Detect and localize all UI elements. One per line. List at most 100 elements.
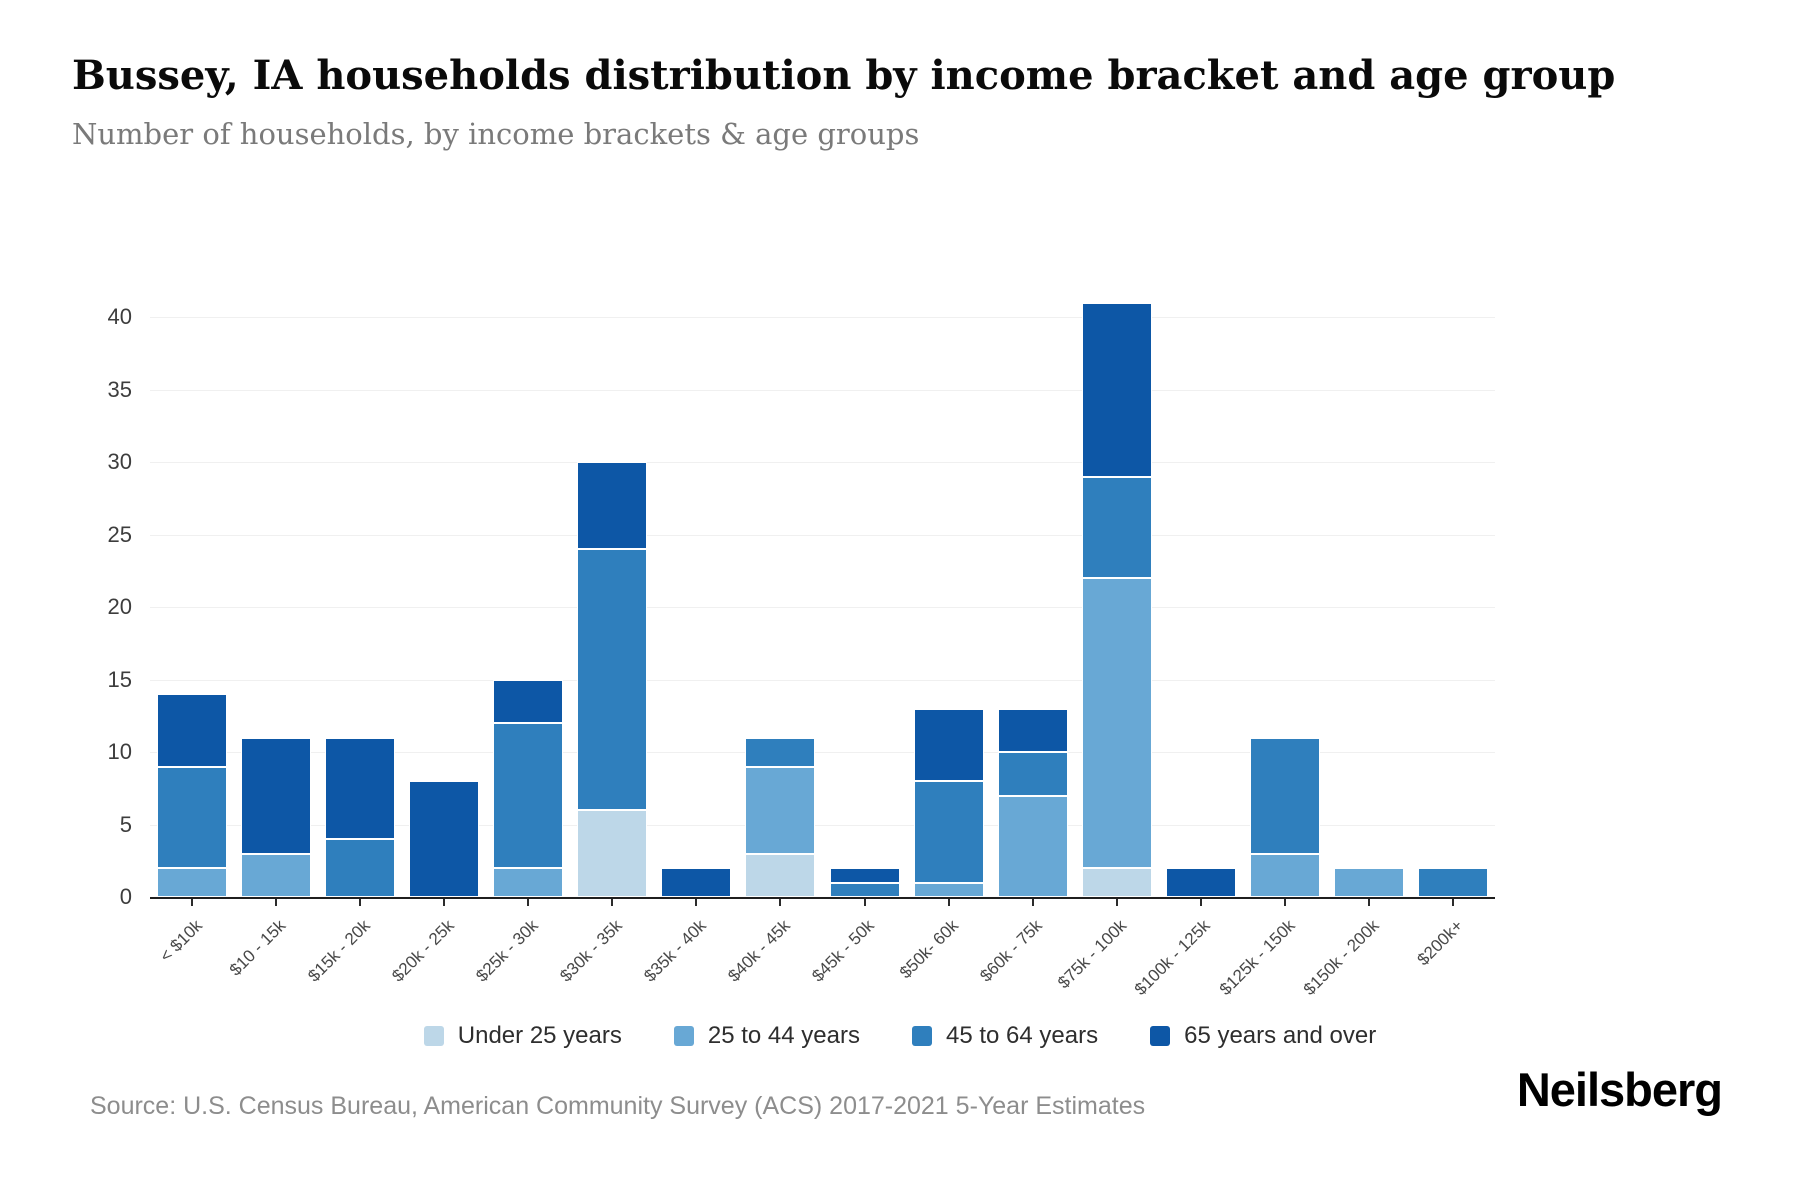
chart-header: Bussey, IA households distribution by in… (72, 52, 1615, 151)
bar-segment-$10 - 15k-65 years and over[interactable] (241, 737, 312, 854)
bar-segment-$25k - 30k-45 to 64 years[interactable] (493, 723, 564, 869)
legend-label: 45 to 64 years (945, 1022, 1099, 1049)
bar-segment-$50k- 60k-45 to 64 years[interactable] (913, 781, 984, 883)
x-tick-label: $125k - 150k (1215, 916, 1299, 999)
x-tick (191, 899, 194, 906)
x-tick-label: $40k - 45k (724, 916, 794, 986)
bar-segment-$45k - 50k-45 to 64 years[interactable] (829, 882, 900, 897)
y-tick-label: 25 (107, 521, 132, 547)
bar-segment-$30k - 35k-45 to 64 years[interactable] (577, 549, 648, 811)
x-tick (1199, 899, 1202, 906)
gridline (150, 317, 1495, 319)
x-tick (275, 899, 278, 906)
x-tick (1115, 899, 1118, 906)
gridline (150, 824, 1495, 826)
x-tick (611, 899, 614, 906)
legend-item-65 years and over[interactable]: 65 years and over (1150, 1022, 1376, 1050)
bar-segment-< $10k-65 years and over[interactable] (157, 694, 228, 767)
legend-swatch-icon (1150, 1026, 1171, 1046)
x-tick-label: $45k - 50k (808, 916, 878, 986)
x-tick (1451, 899, 1454, 906)
bar-segment-$75k - 100k-25 to 44 years[interactable] (1081, 578, 1152, 869)
bar-segment-$125k - 150k-25 to 44 years[interactable] (1249, 853, 1320, 897)
bar-segment-$50k- 60k-65 years and over[interactable] (913, 708, 984, 782)
legend-item-25 to 44 years[interactable]: 25 to 44 years (673, 1022, 860, 1050)
neilsberg-logo[interactable]: Neilsberg (1516, 1063, 1723, 1116)
x-tick (1283, 899, 1286, 906)
bar-segment-$40k - 45k-45 to 64 years[interactable] (745, 737, 816, 767)
chart-legend: Under 25 years 25 to 44 years 45 to 64 yea… (0, 1022, 1800, 1050)
x-tick (947, 899, 950, 906)
x-tick-label: $50k- 60k (895, 916, 963, 983)
gridline (150, 607, 1495, 609)
bar-segment-$150k - 200k-25 to 44 years[interactable] (1333, 868, 1404, 897)
bar-segment-< $10k-45 to 64 years[interactable] (157, 766, 228, 869)
y-tick-label: 20 (107, 594, 132, 620)
x-tick-label: $15k - 20k (304, 916, 374, 986)
x-tick-label: $30k - 35k (556, 916, 626, 986)
bar-segment-< $10k-25 to 44 years[interactable] (157, 868, 228, 897)
x-tick-label: $25k - 30k (472, 916, 542, 986)
x-tick-label: $200k+ (1413, 916, 1467, 970)
y-tick-label: 40 (107, 304, 132, 330)
x-tick (863, 899, 866, 906)
bar-segment-$40k - 45k-25 to 44 years[interactable] (745, 766, 816, 854)
bar-segment-$100k - 125k-65 years and over[interactable] (1165, 868, 1236, 897)
gridline (150, 752, 1495, 754)
bar-segment-$25k - 30k-25 to 44 years[interactable] (493, 868, 564, 897)
bar-segment-$25k - 30k-65 years and over[interactable] (493, 679, 564, 724)
bar-segment-$10 - 15k-25 to 44 years[interactable] (241, 853, 312, 897)
bar-segment-$45k - 50k-65 years and over[interactable] (829, 868, 900, 883)
gridline (150, 389, 1495, 391)
bar-segment-$60k - 75k-25 to 44 years[interactable] (997, 795, 1068, 897)
x-tick-label: $100k - 125k (1131, 916, 1215, 999)
y-tick-label: 10 (107, 739, 132, 765)
gridline (150, 679, 1495, 681)
bar-segment-$200k+-45 to 64 years[interactable] (1417, 868, 1488, 897)
page-subtitle: Number of households, by income brackets… (72, 117, 920, 151)
gridline (150, 462, 1495, 464)
bar-segment-$15k - 20k-65 years and over[interactable] (325, 737, 396, 840)
bar-segment-$20k - 25k-65 years and over[interactable] (409, 781, 480, 897)
bar-segment-$35k - 40k-65 years and over[interactable] (661, 868, 732, 897)
x-tick (359, 899, 362, 906)
bar-segment-$125k - 150k-45 to 64 years[interactable] (1249, 737, 1320, 854)
x-tick-label: $10 - 15k (225, 916, 290, 980)
gridline (150, 534, 1495, 536)
x-tick (695, 899, 698, 906)
x-tick (779, 899, 782, 906)
x-tick (527, 899, 530, 906)
bar-segment-$30k - 35k-65 years and over[interactable] (577, 462, 648, 550)
legend-label: 65 years and over (1184, 1022, 1377, 1049)
bar-segment-$30k - 35k-Under 25 years[interactable] (577, 810, 648, 897)
x-tick (443, 899, 446, 906)
bar-segment-$75k - 100k-45 to 64 years[interactable] (1081, 476, 1152, 579)
y-tick-label: 5 (119, 811, 132, 837)
bar-segment-$60k - 75k-65 years and over[interactable] (997, 708, 1068, 753)
x-tick (1031, 899, 1034, 906)
y-tick-label: 15 (107, 666, 132, 692)
x-tick-label: $20k - 25k (388, 916, 458, 986)
bar-segment-$50k- 60k-25 to 44 years[interactable] (913, 882, 984, 897)
legend-swatch-icon (673, 1026, 694, 1046)
x-tick (1367, 899, 1370, 906)
y-tick-label: 30 (107, 449, 132, 475)
legend-swatch-icon (911, 1026, 932, 1046)
bar-segment-$75k - 100k-65 years and over[interactable] (1081, 302, 1152, 477)
bar-segment-$15k - 20k-45 to 64 years[interactable] (325, 839, 396, 897)
y-tick-label: 35 (107, 376, 132, 402)
x-tick-label: $150k - 200k (1299, 916, 1383, 999)
source-note: Source: U.S. Census Bureau, American Com… (90, 1092, 1146, 1120)
x-tick-label: $60k - 75k (976, 916, 1047, 986)
legend-label: 25 to 44 years (707, 1022, 860, 1049)
bar-segment-$75k - 100k-Under 25 years[interactable] (1081, 868, 1152, 897)
bar-segment-$40k - 45k-Under 25 years[interactable] (745, 853, 816, 897)
x-tick-label: $35k - 40k (640, 916, 710, 986)
x-tick-label: < $10k (155, 916, 206, 966)
page-title: Bussey, IA households distribution by in… (72, 52, 1616, 99)
bar-segment-$60k - 75k-45 to 64 years[interactable] (997, 752, 1068, 796)
legend-item-45 to 64 years[interactable]: 45 to 64 years (911, 1022, 1099, 1050)
legend-label: Under 25 years (457, 1022, 622, 1049)
legend-swatch-icon (423, 1026, 444, 1046)
legend-item-Under 25 years[interactable]: Under 25 years (423, 1022, 622, 1050)
